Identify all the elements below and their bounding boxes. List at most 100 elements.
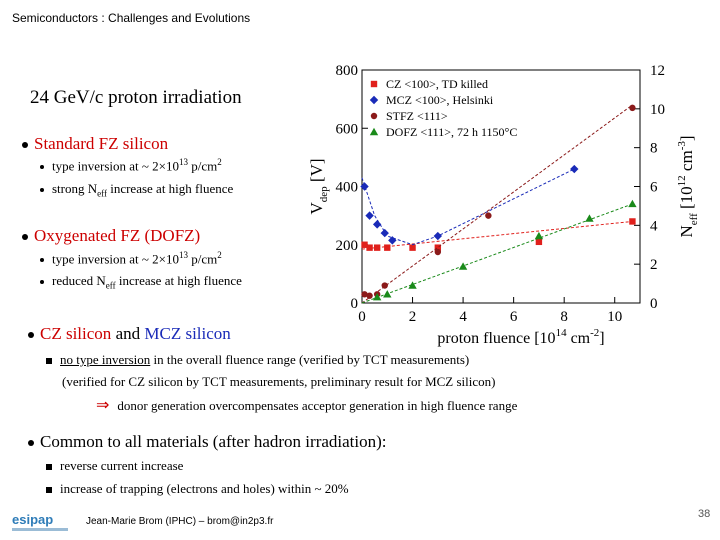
- data-point: [485, 212, 492, 219]
- data-point: [534, 231, 544, 240]
- data-point: [388, 236, 397, 245]
- data-point: [434, 248, 442, 256]
- x-tick-label: 8: [560, 309, 568, 325]
- x-tick-label: 4: [459, 309, 467, 325]
- y-right-axis-label-part: -3: [676, 141, 688, 151]
- data-point: [373, 244, 381, 251]
- esipap-logo: esipap: [12, 512, 54, 527]
- x-axis-label-part: ]: [599, 330, 604, 347]
- y-left-tick-label: 800: [336, 63, 359, 79]
- y-left-axis-label: Vdep [V]: [307, 158, 330, 214]
- x-axis-label-part: proton fluence [10: [437, 330, 555, 347]
- x-axis-label-part: 14: [556, 327, 568, 339]
- y-right-tick-label: 0: [650, 296, 658, 312]
- data-point: [433, 231, 443, 241]
- series-line-3: [361, 203, 633, 304]
- data-point: [380, 228, 389, 238]
- bullet-dot-icon: [40, 165, 44, 170]
- logo-underline: [12, 528, 68, 531]
- data-point: [361, 291, 368, 298]
- standard-item-neff: strong Neff increase at high fluence: [40, 181, 233, 199]
- footer-author: Jean-Marie Brom (IPHC) – brom@in2p3.fr: [86, 516, 274, 527]
- bullet-dot-icon: [40, 258, 44, 263]
- y-left-axis-label-part: [V]: [307, 158, 326, 186]
- bullet-dot-icon: [40, 188, 44, 193]
- legend-marker: [370, 80, 378, 88]
- presentation-header: Semiconductors : Challenges and Evolutio…: [12, 11, 251, 25]
- legend-marker: [369, 127, 379, 136]
- y-right-axis-label: Neff [1012 cm-3]: [676, 135, 700, 237]
- y-right-tick-label: 6: [650, 180, 658, 196]
- data-point: [629, 104, 636, 112]
- square-bullet-icon: [46, 464, 52, 471]
- data-point: [408, 281, 417, 289]
- fluence-chart: 0 2 4 6 8 10 0 200 400 600 800 0 2 4 6 8 10 12 proton flue…: [307, 63, 700, 347]
- x-axis-label-part: cm: [567, 330, 591, 347]
- cz-line-no-inversion: no type inversion in the overall fluence…: [46, 352, 469, 368]
- y-left-axis-label-part: V: [307, 202, 326, 215]
- series-line-0: [361, 220, 633, 250]
- square-bullet-icon: [46, 358, 52, 365]
- legend-label: STFZ <111>: [386, 109, 448, 123]
- data-point: [570, 164, 579, 174]
- dofz-label: Oxygenated FZ (DOFZ): [34, 226, 201, 245]
- bullet-dot-icon: [40, 280, 44, 285]
- y-right-axis-label-part: [10: [677, 186, 696, 213]
- y-right-tick-label: 12: [650, 63, 665, 79]
- series-line-2: [361, 104, 633, 304]
- cz-heading: CZ silicon and MCZ silicon: [28, 324, 231, 344]
- data-point: [372, 292, 382, 301]
- y-right-axis-label-part: ]: [677, 135, 696, 141]
- data-point: [360, 182, 369, 191]
- legend-label: MCZ <100>, Helsinki: [386, 93, 494, 107]
- dofz-heading: Oxygenated FZ (DOFZ): [22, 226, 200, 246]
- x-tick-label: 6: [510, 309, 518, 325]
- slide-title: 24 GeV/c proton irradiation: [30, 87, 242, 108]
- series-line-1: [361, 168, 575, 246]
- common-item-trapping: increase of trapping (electrons and hole…: [46, 481, 349, 497]
- dofz-item-inversion: type inversion at ~ 2×1013 p/cm2: [40, 250, 222, 267]
- page-number: 38: [698, 508, 711, 520]
- standard-item-inversion: type inversion at ~ 2×1013 p/cm2: [40, 157, 222, 174]
- data-point: [629, 218, 636, 225]
- bullet-dot-icon: [28, 440, 34, 447]
- data-point: [458, 262, 468, 270]
- y-left-tick-label: 200: [336, 238, 359, 254]
- x-axis-label-part: -2: [590, 327, 599, 339]
- data-point: [366, 292, 373, 299]
- cz-label: CZ silicon: [40, 324, 112, 343]
- y-left-tick-label: 0: [351, 296, 359, 312]
- data-point: [434, 244, 442, 251]
- implies-arrow-icon: ⇒: [96, 397, 110, 414]
- data-point: [628, 199, 637, 208]
- standard-fz-label: Standard FZ silicon: [34, 134, 169, 153]
- bullet-dot-icon: [22, 142, 28, 149]
- data-point: [383, 290, 392, 298]
- data-point: [361, 241, 368, 248]
- y-left-axis-label-part: dep: [318, 186, 330, 202]
- legend-label: CZ <100>, TD killed: [386, 77, 488, 91]
- y-right-axis-label-part: N: [677, 225, 696, 237]
- data-point: [366, 244, 373, 251]
- square-bullet-icon: [46, 487, 52, 494]
- x-axis-label: proton fluence [1014 cm-2]: [437, 327, 604, 347]
- y-right-tick-label: 10: [650, 102, 665, 118]
- x-tick-label: 10: [607, 309, 622, 325]
- common-item-current: reverse current increase: [46, 458, 183, 474]
- y-left-tick-label: 600: [336, 121, 359, 137]
- standard-fz-heading: Standard FZ silicon: [22, 134, 168, 154]
- legend-marker: [369, 95, 379, 105]
- dofz-item-neff: reduced Neff increase at high fluence: [40, 273, 242, 291]
- common-heading: Common to all materials (after hadron ir…: [28, 432, 387, 452]
- data-point: [409, 244, 416, 251]
- bullet-dot-icon: [22, 234, 28, 241]
- cz-line-donor: ⇒ donor generation overcompensates accept…: [96, 397, 518, 414]
- y-right-tick-label: 2: [650, 257, 658, 273]
- x-tick-label: 2: [409, 309, 417, 325]
- data-point: [365, 211, 374, 220]
- y-right-tick-label: 8: [650, 141, 658, 157]
- data-point: [372, 220, 382, 229]
- data-point: [381, 282, 388, 289]
- legend-label: DOFZ <111>, 72 h 1150°C: [386, 125, 517, 139]
- y-right-axis-label-part: 12: [676, 175, 688, 186]
